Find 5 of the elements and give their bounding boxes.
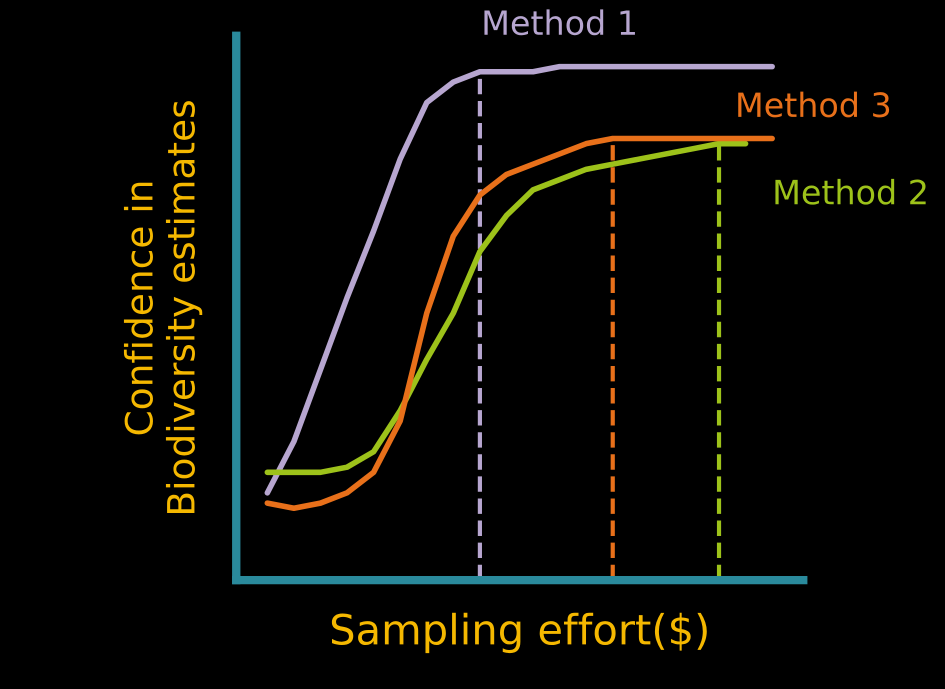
series-label: Method 2 bbox=[775, 178, 926, 205]
y-axis-title: Confidence in Biodiversity estimates bbox=[124, 101, 202, 513]
x-axis-title: Sampling effort($) bbox=[332, 612, 707, 654]
series-label: Method 1 bbox=[484, 9, 635, 36]
series-label: Method 3 bbox=[738, 92, 890, 118]
